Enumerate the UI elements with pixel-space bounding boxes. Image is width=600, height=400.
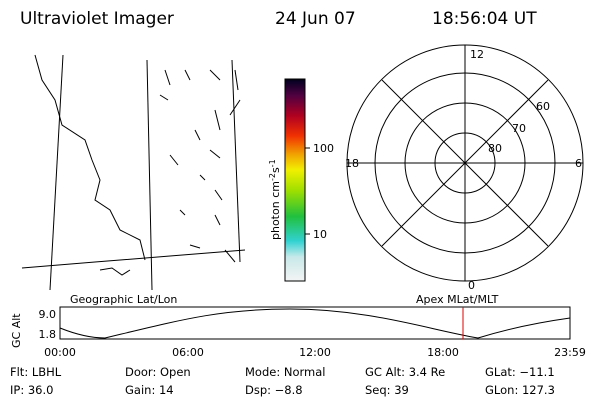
colorbar-label: photon cm-2s-1 (268, 159, 282, 240)
status-field: Seq: 39 (365, 383, 409, 397)
time: 18:56:04 UT (432, 9, 537, 29)
status-field: Mode: Normal (245, 365, 325, 379)
x-tick-label: 23:59 (554, 346, 586, 359)
unit-exp: -2 (268, 173, 277, 181)
altitude-curve (59, 308, 571, 339)
mlt-label: 18 (345, 157, 359, 170)
unit: photon cm (269, 181, 282, 240)
altitude-frame (59, 306, 571, 340)
polar-grid (346, 44, 584, 282)
mlat-label: 60 (536, 100, 550, 113)
x-tick-label: 06:00 (172, 346, 204, 359)
date: 24 Jun 07 (275, 9, 356, 29)
unit: s (269, 167, 282, 173)
title: Ultraviolet Imager (20, 9, 174, 29)
mlt-label: 0 (468, 279, 475, 292)
status-field: Dsp: −8.8 (245, 383, 303, 397)
status-field: IP: 36.0 (10, 383, 53, 397)
colorbar-tick-label: 10 (313, 228, 327, 241)
y-axis-label: GC Alt (10, 313, 23, 348)
status-field: Door: Open (125, 365, 191, 379)
y-tick-label: 9.0 (39, 308, 57, 321)
status-field: GLon: 127.3 (485, 383, 555, 397)
colorbar-tick-label: 100 (313, 142, 334, 155)
status-field: Flt: LBHL (10, 365, 62, 379)
x-tick-label: 12:00 (299, 346, 331, 359)
colorbar (284, 78, 306, 282)
unit-exp: -1 (268, 159, 277, 167)
panel-label: Apex MLat/MLT (416, 293, 499, 306)
footer: Flt: LBHL Door: Open Mode: Normal GC Alt: 3… (10, 365, 555, 397)
status-field: Gain: 14 (125, 383, 174, 397)
status-field: GLat: −11.1 (485, 365, 555, 379)
mlt-label: 12 (470, 48, 484, 61)
geo-map (21, 54, 246, 291)
x-tick-label: 18:00 (427, 346, 459, 359)
panel-label: Geographic Lat/Lon (70, 293, 177, 306)
mlt-label: 6 (575, 157, 582, 170)
y-tick-label: 1.8 (39, 328, 57, 341)
mlat-label: 80 (488, 142, 502, 155)
x-tick-label: 00:00 (44, 346, 76, 359)
status-field: GC Alt: 3.4 Re (365, 365, 445, 379)
mlat-label: 70 (512, 122, 526, 135)
